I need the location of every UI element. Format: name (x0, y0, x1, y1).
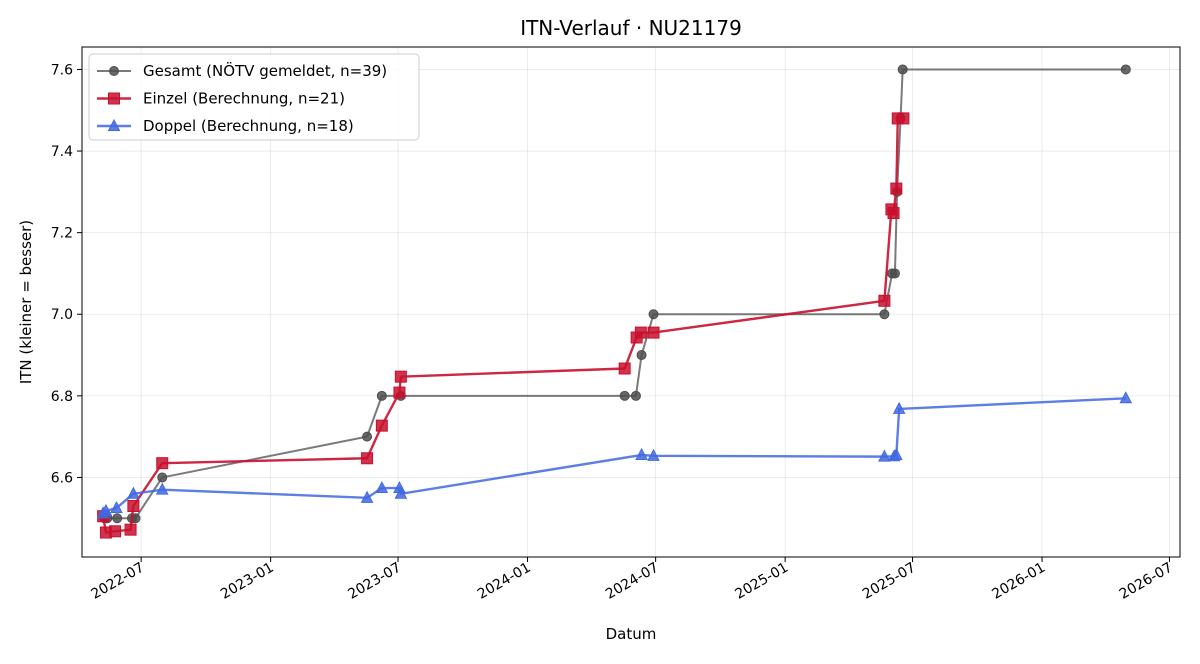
y-tick-label: 6.6 (51, 470, 73, 486)
data-point (124, 523, 137, 536)
y-tick-label: 6.8 (51, 389, 73, 405)
data-point (635, 447, 648, 460)
legend-label: Doppel (Berechnung, n=18) (143, 117, 354, 135)
data-point (878, 449, 891, 462)
data-point (362, 431, 373, 442)
y-tick-label: 7.2 (51, 226, 73, 242)
data-point (648, 309, 659, 320)
data-point (375, 480, 389, 494)
x-tick-label: 2023-01 (218, 560, 277, 603)
y-tick-label: 7.6 (51, 62, 73, 78)
data-point (375, 419, 388, 432)
legend-swatch-marker (108, 92, 120, 105)
data-point (897, 112, 910, 125)
data-point (127, 500, 140, 512)
x-tick-label: 2025-07 (860, 560, 919, 603)
series-line (101, 117, 904, 534)
series-2 (96, 391, 1133, 519)
data-point (634, 326, 647, 339)
chart-title: ITN-Verlauf · NU21179 (520, 16, 742, 40)
data-point (393, 386, 406, 399)
data-point (636, 350, 647, 361)
y-tick-label: 7.0 (51, 307, 73, 323)
data-point (630, 390, 641, 401)
data-point (647, 448, 660, 461)
data-point (890, 447, 903, 460)
data-point (618, 362, 631, 375)
data-point (361, 452, 374, 465)
data-point (878, 294, 891, 307)
legend-label: Einzel (Berechnung, n=21) (143, 90, 345, 108)
data-point (156, 457, 169, 470)
y-axis-title: ITN (kleiner = besser) (17, 220, 35, 384)
x-tick-label: 2024-07 (603, 560, 662, 603)
data-point (110, 500, 123, 514)
series-layer (96, 64, 1133, 539)
data-point (879, 309, 890, 320)
data-point (394, 486, 408, 499)
data-point (897, 64, 908, 75)
data-point (619, 390, 630, 401)
data-point (892, 401, 906, 414)
data-point (112, 513, 123, 524)
data-point (127, 486, 140, 499)
x-tick-label: 2026-07 (1117, 560, 1176, 603)
data-point (155, 482, 169, 495)
x-tick-label: 2026-01 (989, 560, 1048, 603)
x-tick-label: 2022-07 (88, 560, 147, 603)
data-point (99, 503, 113, 516)
data-point (889, 268, 900, 279)
data-point (360, 490, 374, 503)
grid-layer (82, 47, 1180, 557)
legend-label: Gesamt (NÖTV gemeldet, n=39) (143, 61, 387, 80)
data-point (890, 182, 903, 195)
series-line (102, 397, 1126, 515)
data-point (647, 326, 660, 339)
plot-frame (81, 46, 1181, 558)
y-tick-label: 7.4 (51, 144, 73, 160)
x-axis-title: Datum (606, 625, 657, 643)
tick-layer: 2022-07 2023-01 2023-07 2024-01 2024-07 2025-… (51, 62, 1176, 602)
data-point (394, 370, 407, 383)
data-point (109, 525, 122, 538)
legend-box (88, 53, 420, 141)
x-tick-label: 2024-01 (475, 560, 534, 603)
data-point (1120, 64, 1131, 75)
data-point (887, 207, 900, 220)
x-tick-label: 2025-01 (732, 560, 791, 603)
data-point (157, 472, 168, 483)
data-point (376, 390, 387, 401)
legend-swatch-marker (107, 118, 121, 131)
legend: Gesamt (NÖTV gemeldet, n=39) Einzel (Bere… (88, 53, 420, 141)
x-tick-label: 2023-07 (345, 560, 404, 603)
data-point (1119, 391, 1133, 404)
series-1 (97, 112, 910, 539)
legend-swatch-marker (109, 66, 119, 76)
